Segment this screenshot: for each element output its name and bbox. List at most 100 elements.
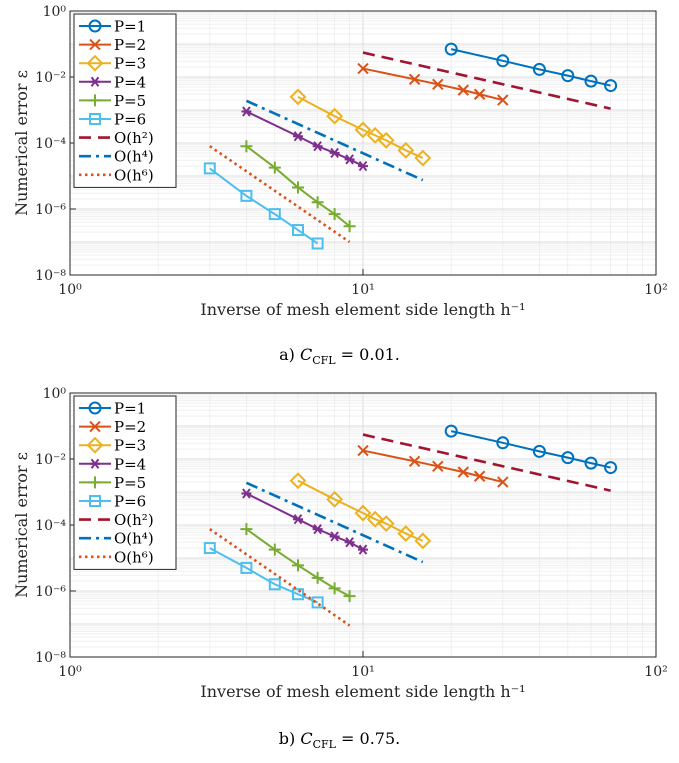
data-point [497, 476, 509, 488]
y-tick-label: 10⁻⁸ [35, 650, 66, 666]
x-tick-label: 10¹ [351, 664, 374, 680]
y-tick-label: 10⁻² [35, 452, 66, 468]
legend-label: P=3 [114, 437, 146, 455]
series-5 [240, 140, 356, 233]
data-point [268, 161, 281, 174]
x-tick-label: 10⁰ [58, 664, 82, 680]
data-point [366, 126, 384, 144]
data-point [358, 160, 368, 172]
legend-marker [88, 401, 102, 415]
series-line [362, 51, 611, 110]
legend: P=1P=2P=3P=4P=5P=6O(h²)O(h⁴)O(h⁶) [73, 395, 177, 570]
legend-label: P=2 [114, 418, 146, 436]
caption-suffix: = 0.75. [335, 729, 401, 748]
series-line [245, 99, 424, 182]
legend-label: P=5 [114, 474, 146, 492]
legend-label: P=3 [114, 55, 146, 73]
series-line [245, 481, 424, 564]
data-point [532, 444, 546, 458]
legend-label: O(h⁴) [114, 530, 154, 548]
data-point [292, 131, 303, 142]
legend: P=1P=2P=3P=4P=5P=6O(h²)O(h⁴)O(h⁶) [73, 13, 177, 188]
series-line [297, 479, 424, 542]
caption-b: b) CCFL = 0.75. [0, 729, 679, 751]
series-8 [245, 99, 424, 182]
legend-label: O(h²) [114, 511, 154, 529]
data-point [240, 189, 253, 202]
x-axis-label: Inverse of mesh element side length h⁻¹ [200, 682, 525, 701]
figure-b: 10⁰ 10¹ 10² 10⁻⁸ 10⁻⁶ 10⁻⁴ 10⁻² 10⁰ Inverse of m… [0, 382, 679, 763]
data-point [291, 588, 304, 601]
data-point [496, 54, 510, 68]
data-point [289, 472, 307, 490]
data-point [326, 490, 344, 508]
caption-prefix: b) [278, 729, 301, 748]
x-axis-label: Inverse of mesh element side length h⁻¹ [200, 300, 525, 319]
data-point [291, 224, 304, 237]
series-7 [362, 51, 611, 110]
legend-label: O(h²) [114, 129, 154, 147]
series-line [209, 167, 319, 245]
y-tick-label: 10⁻⁴ [35, 518, 66, 534]
series-9 [209, 145, 351, 244]
series-line [450, 48, 611, 87]
y-tick-label: 10⁻⁴ [35, 136, 66, 152]
legend-label: O(h⁶) [114, 548, 154, 566]
data-point [311, 571, 324, 584]
data-point [240, 523, 253, 536]
data-point [268, 208, 281, 221]
data-point [240, 561, 253, 574]
caption-a: a) CCFL = 0.01. [0, 345, 679, 367]
legend-label: O(h⁴) [114, 148, 154, 166]
legend-marker [88, 19, 102, 33]
data-point [473, 88, 486, 100]
y-axis-label: Numerical error ε [12, 452, 31, 598]
data-point [444, 42, 458, 56]
series-line [362, 433, 611, 492]
data-point [311, 596, 324, 609]
data-point [432, 78, 444, 91]
legend-label: P=4 [114, 73, 146, 91]
data-point [366, 510, 384, 528]
caption-subscript: CFL [312, 738, 336, 752]
legend-marker [86, 54, 104, 72]
data-point [343, 220, 356, 233]
data-point [268, 543, 281, 556]
series-line [450, 430, 611, 469]
y-tick-label: 10⁻⁶ [35, 202, 66, 218]
data-point [312, 524, 323, 535]
legend-label: P=6 [114, 111, 146, 129]
data-point [457, 466, 470, 478]
y-tick-label: 10⁻² [35, 70, 66, 86]
data-point [397, 141, 415, 159]
data-point [357, 62, 369, 75]
caption-prefix: a) [279, 345, 300, 364]
series-line [245, 110, 364, 167]
data-point [268, 578, 281, 591]
data-point [326, 107, 344, 125]
data-point [473, 470, 486, 482]
data-point [291, 181, 304, 194]
series-line [209, 547, 318, 604]
caption-suffix: = 0.01. [335, 345, 400, 364]
x-tick-label: 10² [644, 664, 667, 680]
data-point [432, 460, 444, 473]
data-point [240, 140, 253, 153]
y-tick-label: 10⁻⁸ [35, 268, 66, 284]
legend-label: O(h⁶) [114, 166, 154, 184]
series-3 [289, 88, 432, 167]
y-tick-label: 10⁰ [43, 4, 67, 20]
x-tick-label: 10¹ [351, 282, 374, 298]
data-point [497, 94, 509, 106]
legend-marker [89, 420, 101, 433]
data-point [241, 106, 252, 117]
series-1 [444, 42, 618, 93]
series-8 [245, 481, 424, 564]
legend-label: P=5 [114, 92, 146, 110]
data-point [292, 514, 303, 525]
series-2 [357, 62, 509, 106]
data-point [203, 162, 216, 175]
data-point [343, 590, 356, 603]
x-tick-label: 10² [644, 282, 667, 298]
data-point [358, 544, 368, 555]
